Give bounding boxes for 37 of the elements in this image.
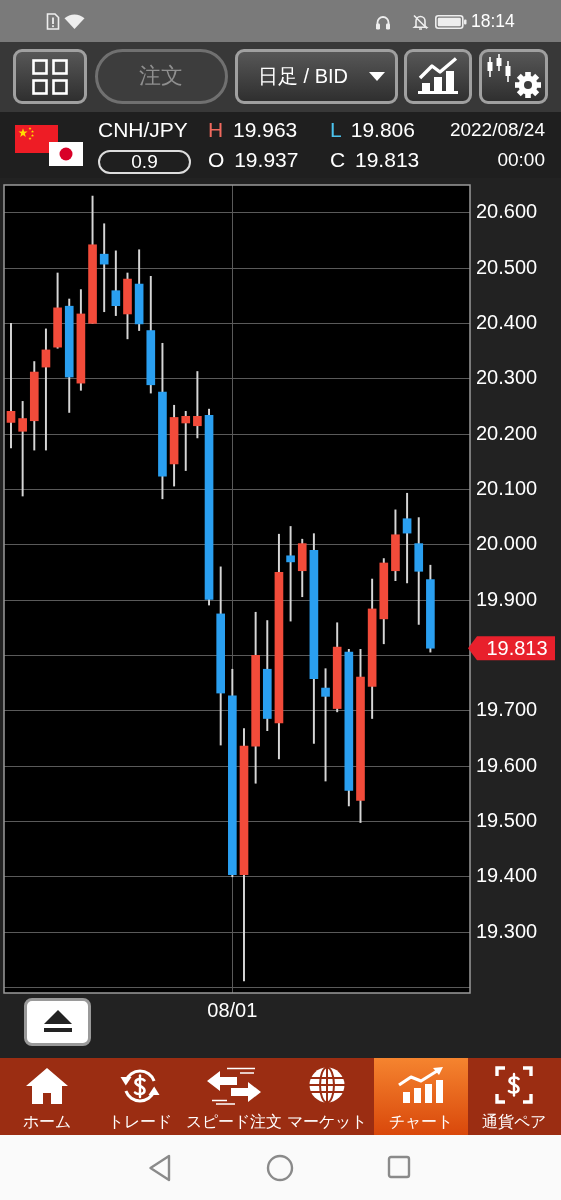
- text: 00:00: [497, 149, 545, 171]
- y-tick-label: 20.100: [476, 476, 538, 499]
- y-tick-label: 20.000: [476, 532, 538, 555]
- y-tick-label: 20.200: [476, 421, 538, 444]
- chart-title: CNH/JPY: [98, 117, 188, 142]
- y-tick-label: 19.600: [476, 753, 538, 776]
- text: L 19.806: [330, 118, 415, 141]
- text: O 19.937: [208, 148, 299, 171]
- text: マーケット: [287, 1112, 368, 1132]
- y-tick-label: 20.500: [476, 255, 538, 278]
- candlestick: [99, 223, 109, 313]
- text: 2022/08/24: [449, 119, 545, 141]
- x-tick-label: 08/01: [207, 998, 258, 1021]
- y-tick-label: 19.700: [476, 698, 538, 721]
- y-tick-label: 19.500: [476, 808, 538, 831]
- candlestick: [6, 323, 16, 449]
- text: C 19.813: [330, 148, 420, 171]
- text: ホーム: [22, 1112, 71, 1132]
- y-tick-label: 20.300: [476, 366, 538, 389]
- text: トレード: [108, 1112, 173, 1132]
- text: 通貨ペア: [482, 1112, 547, 1132]
- y-tick-label: 19.900: [476, 587, 538, 610]
- text: H 19.963: [208, 118, 298, 141]
- text: 18:14: [471, 11, 515, 31]
- candlestick: [286, 526, 295, 622]
- y-tick-label: 19.400: [476, 864, 538, 887]
- text: 0.9: [131, 150, 158, 174]
- text: 注文: [139, 62, 183, 90]
- y-tick-label: 20.600: [476, 200, 538, 223]
- y-tick-label: 20.400: [476, 310, 538, 333]
- text: スピード注文: [185, 1112, 282, 1132]
- candlestick: [181, 411, 191, 471]
- y-tick-label: 19.300: [476, 919, 538, 942]
- text: チャート: [388, 1112, 453, 1132]
- chart-subtitle: 日足 / BID: [258, 64, 349, 89]
- text: 19.813: [486, 636, 548, 659]
- candlestick: [321, 668, 330, 782]
